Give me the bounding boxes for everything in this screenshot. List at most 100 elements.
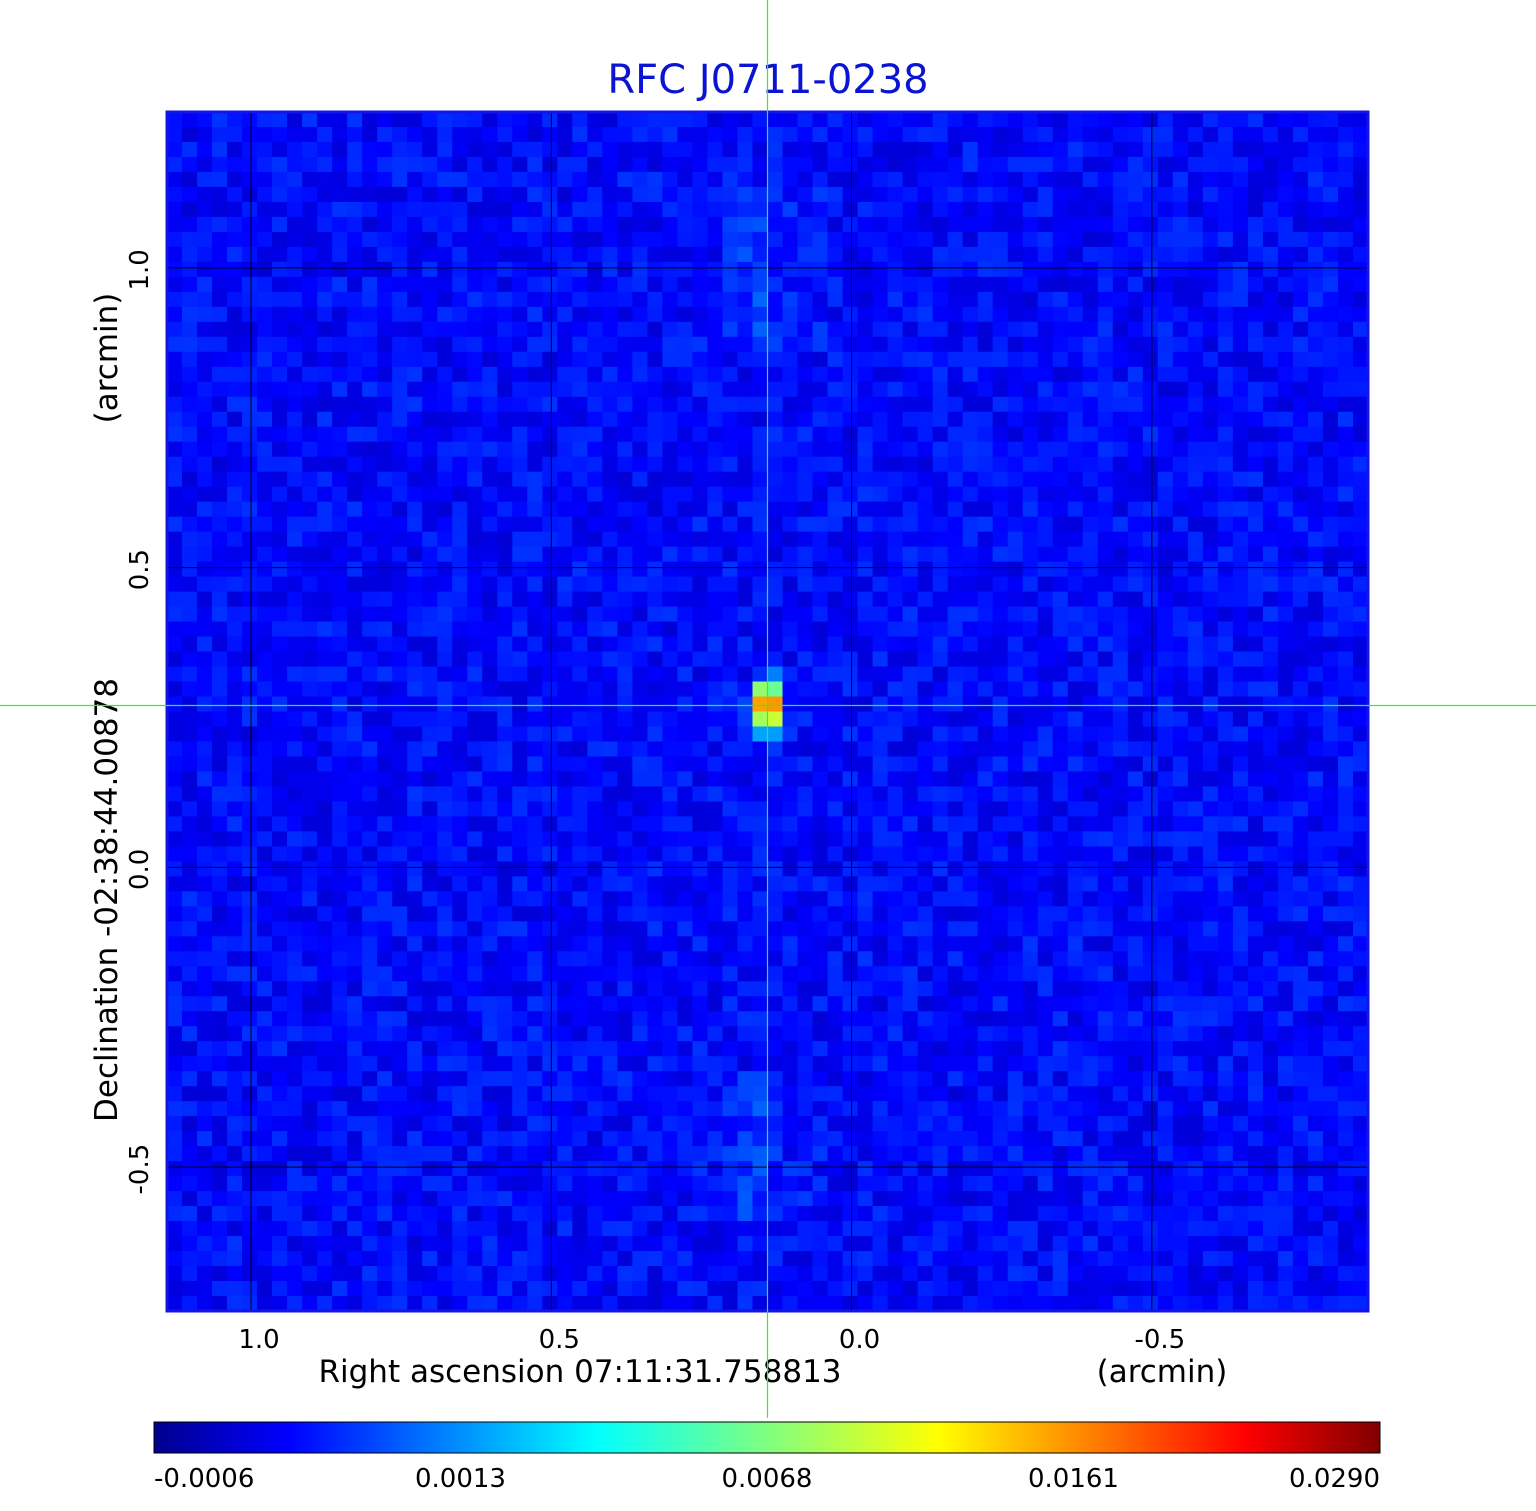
- image-pixel: [932, 711, 949, 728]
- image-pixel: [1052, 276, 1069, 293]
- image-pixel: [1232, 381, 1249, 398]
- image-pixel: [992, 936, 1009, 952]
- image-pixel: [737, 741, 754, 758]
- image-pixel: [1187, 456, 1204, 473]
- image-pixel: [1097, 831, 1114, 847]
- image-pixel: [1052, 711, 1069, 728]
- image-pixel: [437, 876, 453, 892]
- image-pixel: [572, 726, 588, 743]
- image-pixel: [482, 456, 498, 473]
- image-pixel: [512, 471, 528, 488]
- image-pixel: [797, 381, 814, 398]
- image-pixel: [1112, 771, 1129, 788]
- image-pixel: [257, 1026, 273, 1042]
- image-pixel: [1037, 186, 1054, 203]
- image-pixel: [617, 276, 633, 293]
- image-pixel: [1277, 336, 1294, 353]
- image-pixel: [407, 426, 423, 443]
- image-pixel: [377, 981, 393, 997]
- image-pixel: [437, 516, 453, 533]
- image-pixel: [1067, 366, 1084, 383]
- image-pixel: [1232, 846, 1249, 862]
- image-pixel: [527, 636, 543, 653]
- image-pixel: [857, 186, 874, 203]
- image-pixel: [1292, 576, 1309, 593]
- image-pixel: [347, 741, 363, 758]
- image-pixel: [1187, 771, 1204, 788]
- image-pixel: [1007, 801, 1024, 818]
- image-pixel: [467, 426, 483, 443]
- image-pixel: [407, 576, 423, 593]
- image-pixel: [1322, 996, 1339, 1012]
- image-pixel: [662, 456, 679, 473]
- image-pixel: [212, 531, 228, 548]
- image-pixel: [677, 921, 694, 937]
- image-pixel: [227, 966, 243, 982]
- image-pixel: [932, 576, 949, 593]
- image-pixel: [1097, 951, 1114, 967]
- image-pixel: [1172, 561, 1189, 578]
- image-pixel: [827, 951, 844, 967]
- image-pixel: [1232, 246, 1249, 263]
- image-pixel: [632, 1041, 648, 1057]
- image-pixel: [422, 561, 438, 578]
- image-pixel: [617, 471, 633, 488]
- image-pixel: [467, 171, 483, 188]
- image-pixel: [212, 981, 228, 997]
- image-pixel: [902, 891, 919, 907]
- image-pixel: [842, 666, 859, 683]
- image-pixel: [947, 816, 964, 832]
- image-pixel: [377, 846, 393, 862]
- image-pixel: [1337, 636, 1354, 653]
- image-pixel: [167, 231, 183, 248]
- image-pixel: [692, 486, 709, 503]
- image-pixel: [887, 336, 904, 353]
- image-pixel: [1337, 246, 1354, 263]
- image-pixel: [1097, 456, 1114, 473]
- image-pixel: [332, 531, 348, 548]
- image-pixel: [1007, 501, 1024, 518]
- image-pixel: [182, 381, 198, 398]
- image-pixel: [962, 351, 979, 368]
- image-pixel: [992, 471, 1009, 488]
- image-pixel: [1322, 906, 1339, 922]
- image-pixel: [992, 546, 1009, 563]
- image-pixel: [752, 786, 769, 803]
- image-pixel: [1127, 771, 1144, 788]
- image-pixel: [512, 951, 528, 967]
- image-pixel: [1052, 366, 1069, 383]
- image-pixel: [977, 411, 994, 428]
- image-pixel: [467, 696, 483, 713]
- image-pixel: [362, 561, 378, 578]
- image-pixel: [287, 591, 303, 608]
- image-pixel: [452, 1041, 468, 1057]
- image-pixel: [1082, 936, 1099, 952]
- image-pixel: [1352, 681, 1368, 698]
- image-pixel: [992, 606, 1009, 623]
- image-pixel: [992, 321, 1009, 338]
- image-pixel: [287, 366, 303, 383]
- image-pixel: [932, 996, 949, 1012]
- image-pixel: [977, 126, 994, 143]
- image-pixel: [347, 516, 363, 533]
- image-pixel: [662, 861, 679, 877]
- image-pixel: [692, 636, 709, 653]
- image-pixel: [962, 576, 979, 593]
- image-pixel: [572, 501, 588, 518]
- image-pixel: [437, 981, 453, 997]
- image-pixel: [812, 231, 829, 248]
- image-pixel: [587, 831, 603, 847]
- image-pixel: [197, 516, 213, 533]
- image-pixel: [662, 531, 679, 548]
- image-pixel: [407, 141, 423, 158]
- image-pixel: [992, 621, 1009, 638]
- image-pixel: [812, 336, 829, 353]
- image-pixel: [167, 186, 183, 203]
- image-pixel: [1007, 246, 1024, 263]
- image-pixel: [872, 426, 889, 443]
- image-pixel: [1037, 396, 1054, 413]
- image-pixel: [542, 831, 558, 847]
- image-pixel: [167, 846, 183, 862]
- image-pixel: [752, 411, 769, 428]
- image-pixel: [497, 591, 513, 608]
